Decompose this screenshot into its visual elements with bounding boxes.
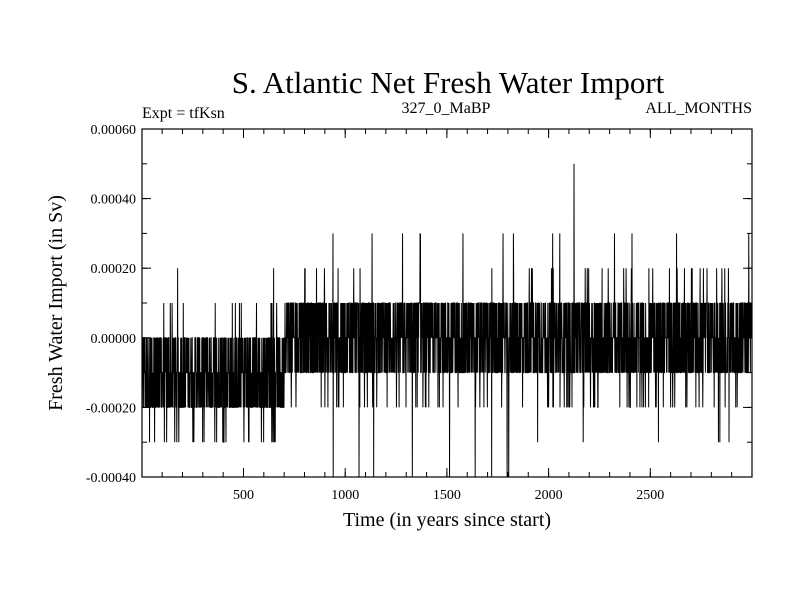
y-tick-label: 0.00000 [91, 332, 137, 347]
chart-title: S. Atlantic Net Fresh Water Import [232, 65, 665, 100]
months-label: ALL_MONTHS [645, 100, 752, 117]
x-tick-label: 1000 [331, 488, 359, 503]
plot-area [141, 163, 753, 478]
y-tick-label: -0.00020 [86, 401, 136, 416]
x-tick-label: 1500 [433, 488, 461, 503]
x-tick-label: 2500 [636, 488, 664, 503]
y-axis-label: Fresh Water Import (in Sv) [45, 195, 67, 411]
x-axis-label: Time (in years since start) [343, 509, 551, 531]
experiment-label: Expt = tfKsn [142, 105, 225, 122]
series-line [141, 163, 753, 478]
y-tick-label: -0.00040 [86, 471, 136, 486]
plot-frame [141, 128, 753, 478]
y-tick-label: 0.00040 [91, 193, 137, 208]
y-tick-label: 0.00060 [91, 123, 137, 138]
y-tick-label: 0.00020 [91, 262, 137, 277]
x-tick-label: 2000 [535, 488, 563, 503]
x-tick-label: 500 [233, 488, 254, 503]
period-label: 327_0_MaBP [402, 100, 491, 117]
